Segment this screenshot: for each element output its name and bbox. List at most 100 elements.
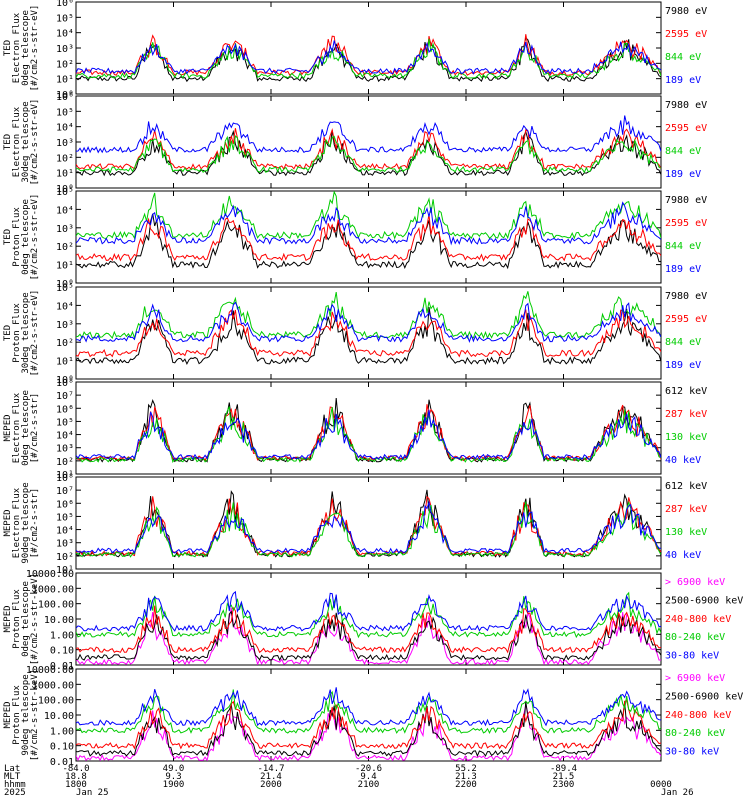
y-tick-label: 10⁵ xyxy=(56,107,74,118)
x-tick-label-lat: 55.2 xyxy=(455,764,477,774)
y-tick-label: 10³ xyxy=(56,44,74,55)
series-line xyxy=(76,605,661,654)
legend-entry: 189 eV xyxy=(665,360,701,371)
legend-entry: 7980 eV xyxy=(665,100,707,111)
x-tick-label-hhmm: 2200 xyxy=(455,780,477,790)
y-tick-label: 10⁵ xyxy=(56,283,74,294)
y-axis-title-line: 90deg telescope xyxy=(21,674,31,755)
y-axis-title-line: [#/cm2-s-str-eV] xyxy=(30,290,40,377)
y-axis-title-line: MEPED xyxy=(3,509,13,536)
y-axis-title-line: Electron Flux xyxy=(12,106,22,177)
legend-entry: 844 eV xyxy=(665,146,701,157)
panel-frame xyxy=(75,1,662,95)
y-axis-title-line: 90deg telescope xyxy=(21,482,31,563)
series-line xyxy=(76,135,661,174)
y-tick-label: 1000.00 xyxy=(32,584,74,595)
legend-entry: 40 keV xyxy=(665,550,701,561)
series-line xyxy=(76,128,661,171)
x-tick-label-hhmm: 1800 xyxy=(65,780,87,790)
y-axis-title-line: Proton Flux xyxy=(12,685,22,745)
series-line xyxy=(76,214,661,262)
y-tick-label: 10⁵ xyxy=(56,512,74,523)
y-tick-label: 10² xyxy=(56,457,74,468)
y-tick-label: 10⁸ xyxy=(56,473,74,484)
y-axis-title-line: Proton Flux xyxy=(12,589,22,649)
y-tick-label: 100.00 xyxy=(38,696,74,707)
y-axis-title-line: TED xyxy=(3,134,13,150)
series-line xyxy=(76,404,661,462)
series-line xyxy=(76,291,661,340)
y-axis-title-line: TED xyxy=(3,40,13,56)
x-tick-label-hhmm: 2300 xyxy=(553,780,575,790)
x-tick-label-hhmm: 2100 xyxy=(358,780,380,790)
y-tick-label: 10⁴ xyxy=(56,526,74,537)
x-row-label: 2025 xyxy=(4,788,26,798)
y-axis-title-line: TED xyxy=(3,325,13,341)
y-tick-label: 10² xyxy=(56,242,74,253)
legend-entry: 80-240 keV xyxy=(665,728,725,739)
y-axis-title-line: 30deg telescope xyxy=(21,101,31,182)
legend-entry: 2500-6900 keV xyxy=(665,691,743,702)
panel-8: 0.01 0.10 1.00 10.00 100.00 1000.00 10000.00 ME… xyxy=(3,665,743,768)
y-tick-label: 0.01 xyxy=(50,757,74,768)
y-tick-label: 10⁶ xyxy=(56,404,74,415)
series-line xyxy=(76,701,661,758)
x-tick-label-hhmm: 1900 xyxy=(163,780,185,790)
y-tick-label: 10000.00 xyxy=(26,569,74,580)
series-line xyxy=(76,397,661,463)
y-tick-label: 10² xyxy=(56,59,74,70)
legend-entry: 30-80 keV xyxy=(665,651,719,662)
y-axis-title-line: [#/cm2-s-str-eV] xyxy=(30,99,40,186)
y-tick-label: 10² xyxy=(56,153,74,164)
x-row-label: hhmm xyxy=(4,780,26,790)
y-tick-label: 10.00 xyxy=(44,711,74,722)
y-axis-title-line: 0deg telescope xyxy=(21,581,31,657)
legend-entry: 7980 eV xyxy=(665,6,707,17)
plot-area xyxy=(76,489,661,558)
legend-entry: 130 keV xyxy=(665,432,707,443)
legend-entry: 844 eV xyxy=(665,337,701,348)
y-tick-label: 10⁴ xyxy=(56,205,74,216)
y-tick-label: 10⁴ xyxy=(56,431,74,442)
y-axis-title-line: TED xyxy=(3,229,13,245)
y-axis-title-line: [#/cm2-s-str] xyxy=(30,393,40,463)
y-tick-label: 10⁷ xyxy=(56,486,74,497)
series-line xyxy=(76,34,661,76)
y-tick-label: 1.00 xyxy=(50,726,74,737)
legend-entry: 240-800 keV xyxy=(665,710,731,721)
y-tick-label: 10³ xyxy=(56,444,74,455)
plot-area xyxy=(76,590,661,665)
y-axis-title-line: Proton Flux xyxy=(12,207,22,267)
y-axis-title-line: Proton Flux xyxy=(12,303,22,363)
y-tick-label: 0.10 xyxy=(50,742,74,753)
x-tick-label-lat: -89.4 xyxy=(550,764,577,774)
plot-area xyxy=(76,34,661,83)
y-tick-label: 10⁶ xyxy=(56,92,74,103)
x-tick-label-mlt: 9.3 xyxy=(165,772,181,782)
y-axis-title-line: [#/cm2-s-str-eV] xyxy=(30,5,40,92)
legend-entry: 612 keV xyxy=(665,386,707,397)
x-tick-label-lat: -20.6 xyxy=(355,764,382,774)
legend-entry: 612 keV xyxy=(665,481,707,492)
x-tick-label-mlt: 9.4 xyxy=(360,772,376,782)
series-line xyxy=(76,201,661,246)
y-axis-title-line: 0deg telescope xyxy=(21,10,31,86)
y-tick-label: 10⁴ xyxy=(56,29,74,40)
x-tick-label-lat: 49.0 xyxy=(163,764,185,774)
y-axis-title-line: [#/cm2-s-str] xyxy=(30,488,40,558)
panel-1: 10⁰ 10¹ 10² 10³ 10⁴ 10⁵ 10⁶ TED Electron Flux 0de… xyxy=(3,0,707,101)
series-line xyxy=(76,406,661,463)
y-tick-label: 0.10 xyxy=(50,646,74,657)
y-tick-label: 10¹ xyxy=(56,470,74,481)
panel-4: 10⁰ 10¹ 10² 10³ 10⁴ 10⁵ TED Proton Flux 30deg te… xyxy=(3,283,707,386)
legend-entry: 287 keV xyxy=(665,504,707,515)
y-axis-title-line: MEPED xyxy=(3,414,13,441)
y-axis-title-line: [#/cm2-s-str-keV] xyxy=(30,573,40,665)
y-axis-title-line: 0deg telescope xyxy=(21,199,31,275)
plot-area xyxy=(76,115,661,177)
plot-area xyxy=(76,291,661,366)
x-tick-label-lat: -14.7 xyxy=(257,764,284,774)
legend-entry: 2595 eV xyxy=(665,314,707,325)
panel-2: 10⁰ 10¹ 10² 10³ 10⁴ 10⁵ 10⁶ TED Electron Flux 30d… xyxy=(3,92,707,195)
y-tick-label: 10000.00 xyxy=(26,665,74,676)
